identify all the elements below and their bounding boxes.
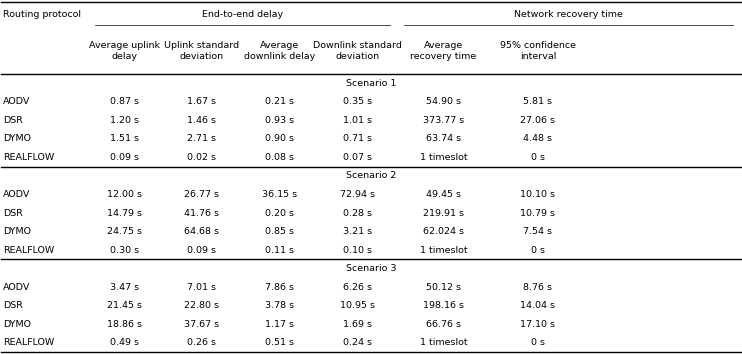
Text: 24.75 s: 24.75 s (107, 227, 142, 236)
Text: 8.76 s: 8.76 s (523, 283, 553, 292)
Text: AODV: AODV (3, 97, 30, 106)
Text: 3.78 s: 3.78 s (265, 301, 294, 310)
Text: REALFLOW: REALFLOW (3, 153, 54, 162)
Text: 0.49 s: 0.49 s (110, 338, 139, 347)
Text: 1.46 s: 1.46 s (187, 116, 216, 125)
Text: 18.86 s: 18.86 s (107, 320, 142, 329)
Text: 2.71 s: 2.71 s (187, 134, 216, 143)
Text: 0.90 s: 0.90 s (265, 134, 294, 143)
Text: 0.85 s: 0.85 s (265, 227, 294, 236)
Text: REALFLOW: REALFLOW (3, 246, 54, 255)
Text: DYMO: DYMO (3, 134, 31, 143)
Text: 10.10 s: 10.10 s (520, 190, 556, 199)
Text: Scenario 3: Scenario 3 (346, 264, 396, 273)
Text: 0.24 s: 0.24 s (343, 338, 372, 347)
Text: 64.68 s: 64.68 s (184, 227, 219, 236)
Text: 1 timeslot: 1 timeslot (419, 338, 467, 347)
Text: 0.21 s: 0.21 s (265, 97, 294, 106)
Text: 3.47 s: 3.47 s (110, 283, 139, 292)
Text: 0.26 s: 0.26 s (187, 338, 216, 347)
Text: DYMO: DYMO (3, 320, 31, 329)
Text: 0 s: 0 s (531, 153, 545, 162)
Text: 5.81 s: 5.81 s (523, 97, 553, 106)
Text: 7.54 s: 7.54 s (523, 227, 553, 236)
Text: 4.48 s: 4.48 s (523, 134, 553, 143)
Text: 0 s: 0 s (531, 246, 545, 255)
Text: 26.77 s: 26.77 s (184, 190, 219, 199)
Text: 7.01 s: 7.01 s (187, 283, 216, 292)
Text: 50.12 s: 50.12 s (426, 283, 461, 292)
Text: 0.28 s: 0.28 s (343, 209, 372, 217)
Text: 7.86 s: 7.86 s (265, 283, 294, 292)
Text: 3.21 s: 3.21 s (343, 227, 372, 236)
Text: 0.10 s: 0.10 s (343, 246, 372, 255)
Text: REALFLOW: REALFLOW (3, 338, 54, 347)
Text: 1 timeslot: 1 timeslot (419, 153, 467, 162)
Text: Average
downlink delay: Average downlink delay (243, 41, 315, 61)
Text: 0.09 s: 0.09 s (110, 153, 139, 162)
Text: 22.80 s: 22.80 s (184, 301, 219, 310)
Text: Network recovery time: Network recovery time (514, 10, 623, 19)
Text: 0.87 s: 0.87 s (110, 97, 139, 106)
Text: Routing protocol: Routing protocol (3, 10, 81, 19)
Text: 0.71 s: 0.71 s (343, 134, 372, 143)
Text: 0.11 s: 0.11 s (265, 246, 294, 255)
Text: 27.06 s: 27.06 s (520, 116, 556, 125)
Text: 63.74 s: 63.74 s (426, 134, 461, 143)
Text: 219.91 s: 219.91 s (423, 209, 464, 217)
Text: 41.76 s: 41.76 s (184, 209, 219, 217)
Text: 66.76 s: 66.76 s (426, 320, 461, 329)
Text: DSR: DSR (3, 301, 23, 310)
Text: 14.04 s: 14.04 s (520, 301, 556, 310)
Text: DSR: DSR (3, 209, 23, 217)
Text: 373.77 s: 373.77 s (423, 116, 464, 125)
Text: 10.79 s: 10.79 s (520, 209, 556, 217)
Text: 72.94 s: 72.94 s (340, 190, 375, 199)
Text: 0.07 s: 0.07 s (343, 153, 372, 162)
Text: 1.69 s: 1.69 s (343, 320, 372, 329)
Text: 12.00 s: 12.00 s (107, 190, 142, 199)
Text: 95% confidence
interval: 95% confidence interval (500, 41, 576, 61)
Text: Average uplink
delay: Average uplink delay (89, 41, 160, 61)
Text: 0.30 s: 0.30 s (110, 246, 139, 255)
Text: 1 timeslot: 1 timeslot (419, 246, 467, 255)
Text: 0.02 s: 0.02 s (187, 153, 216, 162)
Text: 0.35 s: 0.35 s (343, 97, 372, 106)
Text: DSR: DSR (3, 116, 23, 125)
Text: 1.01 s: 1.01 s (343, 116, 372, 125)
Text: Downlink standard
deviation: Downlink standard deviation (313, 41, 401, 61)
Text: 6.26 s: 6.26 s (343, 283, 372, 292)
Text: 198.16 s: 198.16 s (423, 301, 464, 310)
Text: 0 s: 0 s (531, 338, 545, 347)
Text: 62.024 s: 62.024 s (423, 227, 464, 236)
Text: 0.09 s: 0.09 s (187, 246, 216, 255)
Text: 21.45 s: 21.45 s (107, 301, 142, 310)
Text: 54.90 s: 54.90 s (426, 97, 461, 106)
Text: Scenario 1: Scenario 1 (346, 79, 396, 87)
Text: Scenario 2: Scenario 2 (346, 171, 396, 181)
Text: End-to-end delay: End-to-end delay (202, 10, 283, 19)
Text: 17.10 s: 17.10 s (520, 320, 556, 329)
Text: 37.67 s: 37.67 s (184, 320, 219, 329)
Text: 14.79 s: 14.79 s (107, 209, 142, 217)
Text: 0.20 s: 0.20 s (265, 209, 294, 217)
Text: 0.93 s: 0.93 s (265, 116, 294, 125)
Text: Average
recovery time: Average recovery time (410, 41, 476, 61)
Text: 36.15 s: 36.15 s (262, 190, 297, 199)
Text: AODV: AODV (3, 190, 30, 199)
Text: 10.95 s: 10.95 s (340, 301, 375, 310)
Text: 1.51 s: 1.51 s (110, 134, 139, 143)
Text: 49.45 s: 49.45 s (426, 190, 461, 199)
Text: DYMO: DYMO (3, 227, 31, 236)
Text: 0.51 s: 0.51 s (265, 338, 294, 347)
Text: 1.17 s: 1.17 s (265, 320, 294, 329)
Text: 1.20 s: 1.20 s (110, 116, 139, 125)
Text: Uplink standard
deviation: Uplink standard deviation (164, 41, 239, 61)
Text: AODV: AODV (3, 283, 30, 292)
Text: 0.08 s: 0.08 s (265, 153, 294, 162)
Text: 1.67 s: 1.67 s (187, 97, 216, 106)
